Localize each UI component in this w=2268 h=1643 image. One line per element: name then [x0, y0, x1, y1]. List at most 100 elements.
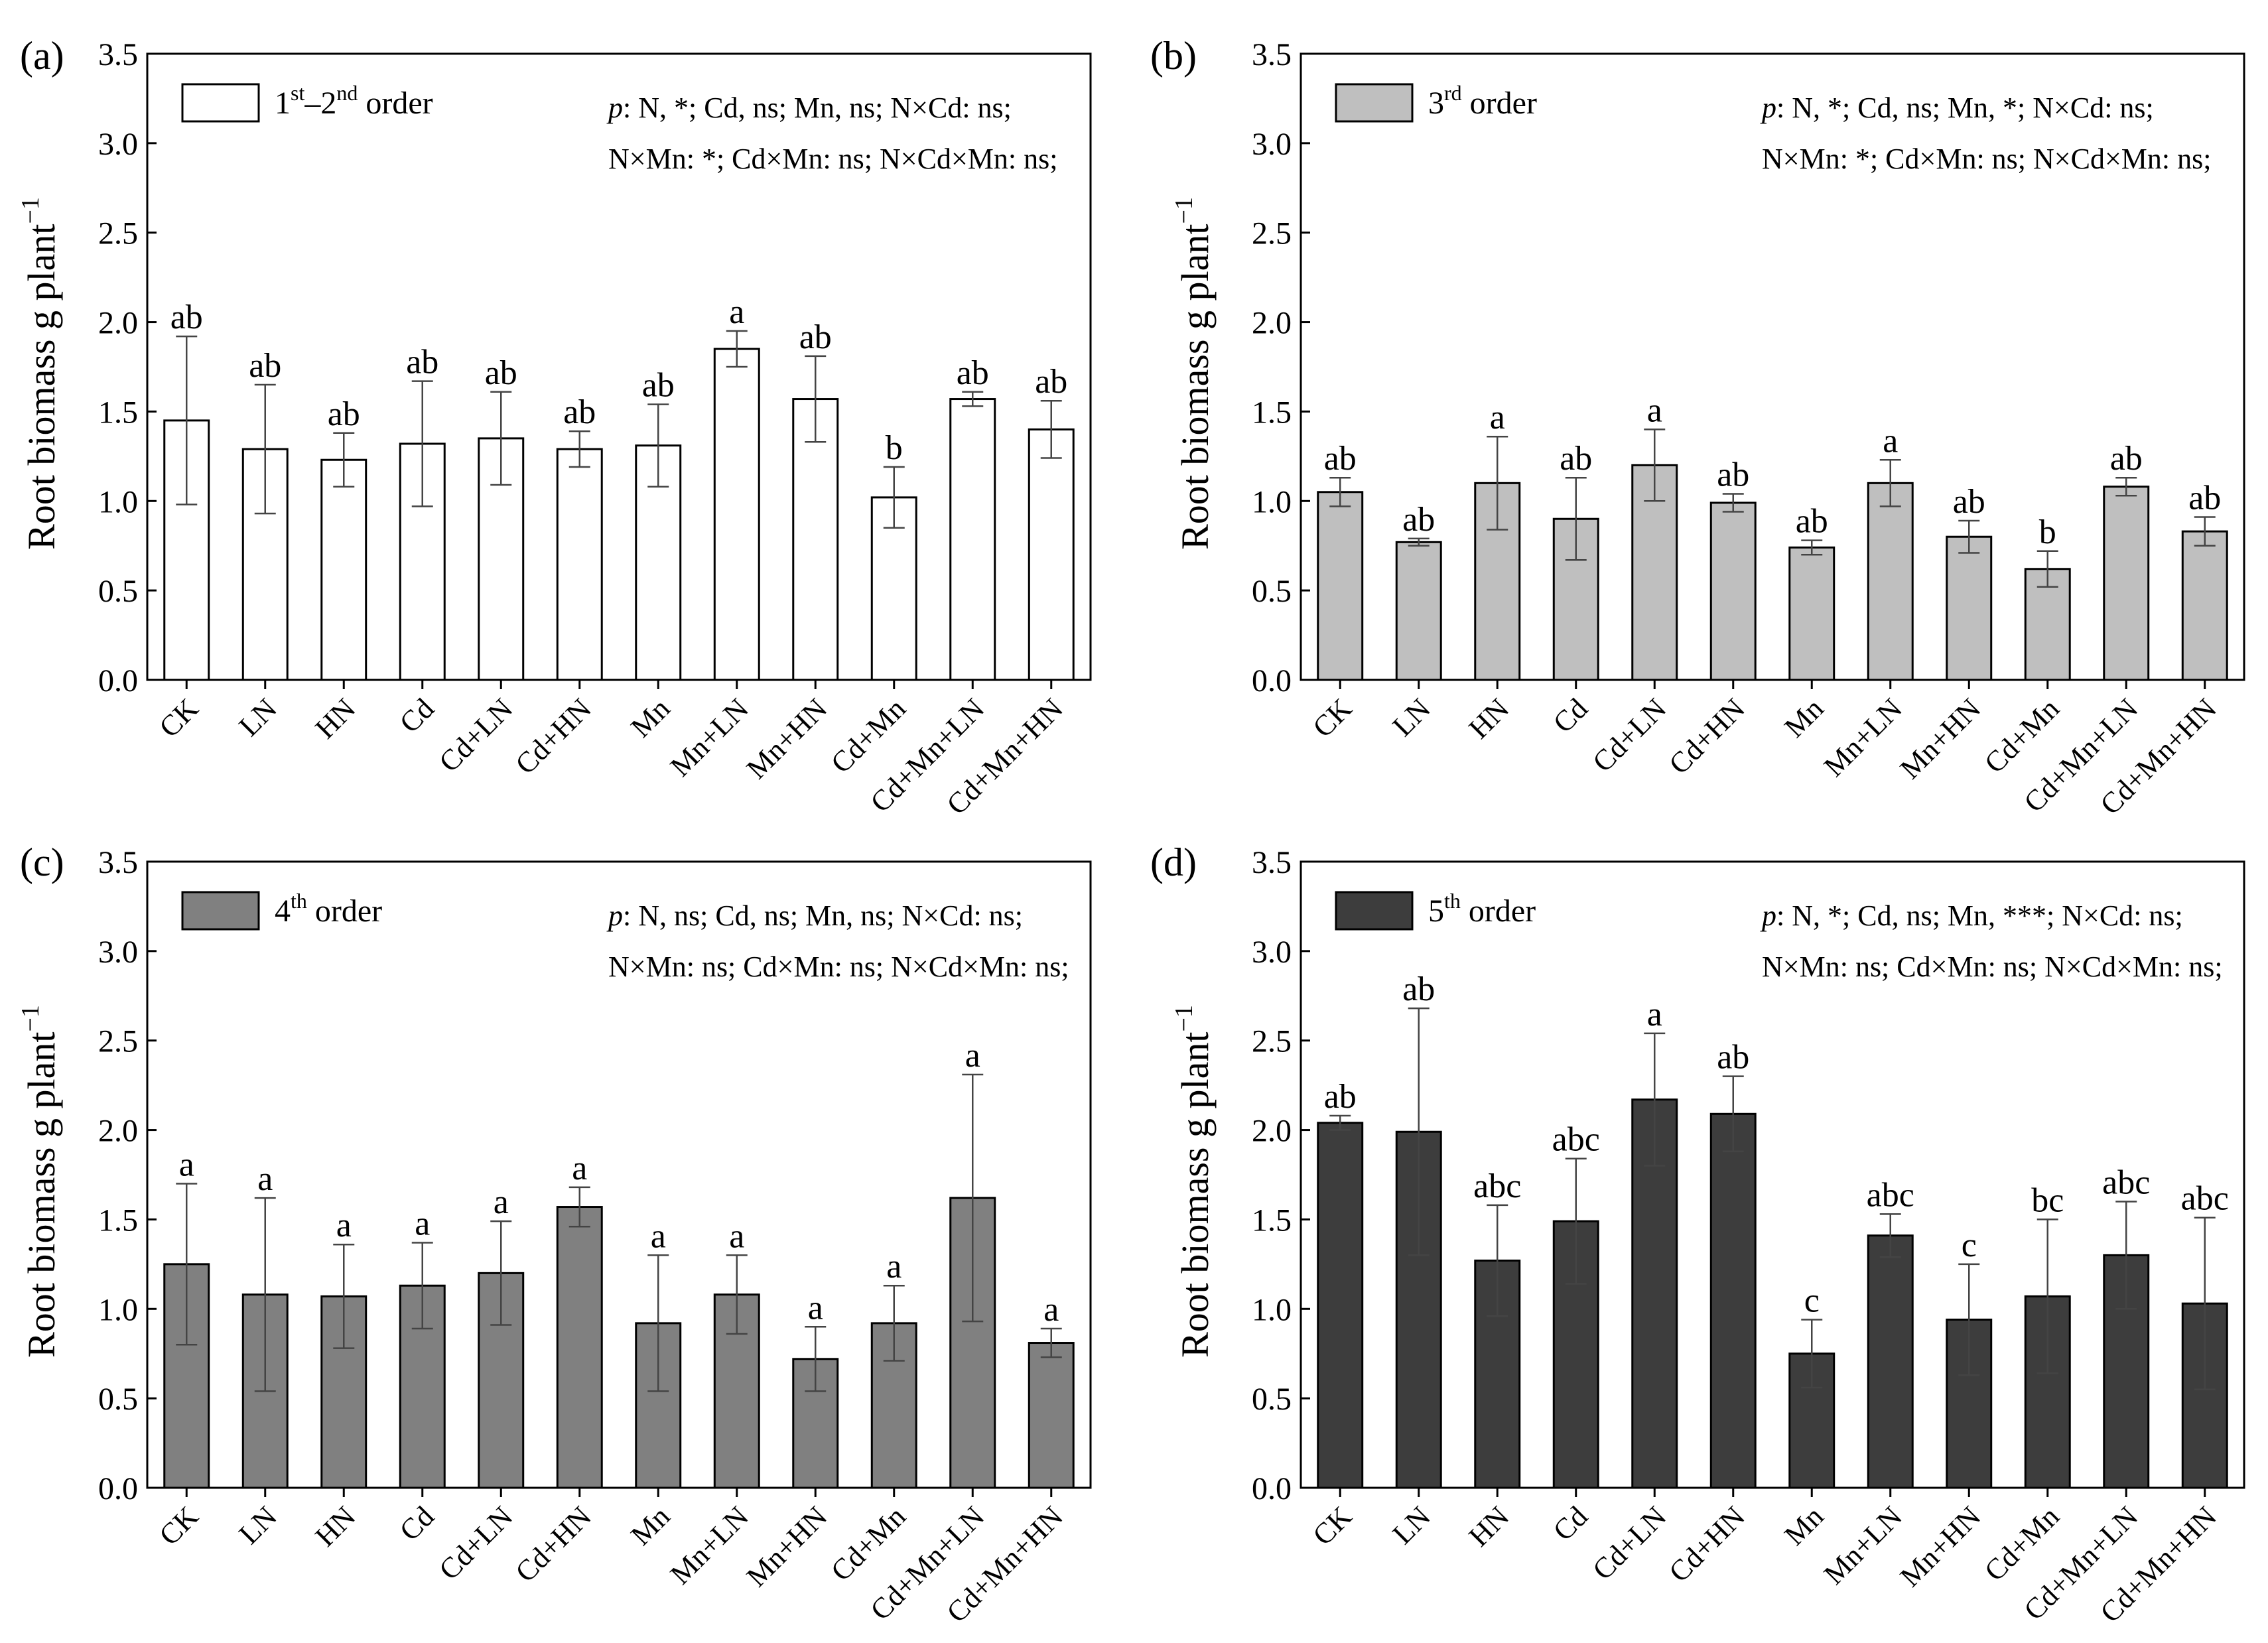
x-tick-label: Mn+HN: [740, 1500, 833, 1593]
error-bar: [2194, 1216, 2216, 1390]
error-bar: [883, 466, 905, 529]
error-bar: [805, 1326, 827, 1392]
y-tick-label: 3.0: [98, 127, 138, 162]
significance-letter: ab: [1402, 501, 1435, 539]
bar: [949, 398, 996, 681]
y-tick-label: 2.0: [98, 1114, 138, 1149]
y-axis-title-sup: −1: [1170, 1005, 1198, 1031]
significance-letter: ab: [1035, 363, 1067, 401]
significance-letter: a: [651, 1217, 666, 1255]
x-tick-label: Cd+HN: [509, 1500, 597, 1588]
significance-letter: ab: [485, 354, 517, 392]
x-tick-label: CK: [1306, 692, 1358, 744]
legend-label-sup: st: [291, 81, 304, 105]
y-tick-label: 1.5: [1252, 395, 1292, 430]
y-tick-label: 3.0: [1252, 127, 1292, 162]
stats-annotation-line1: p: N, *; Cd, ns; Mn, ***; N×Cd: ns;: [1760, 899, 2183, 932]
significance-letter: ab: [406, 344, 438, 381]
bar: [556, 448, 603, 681]
bar: [1028, 428, 1075, 681]
y-tick-label: 3.5: [1252, 845, 1292, 880]
y-tick-label: 2.5: [98, 216, 138, 251]
error-bar: [1565, 476, 1587, 561]
error-bar: [1487, 435, 1508, 531]
y-tick-label: 2.0: [98, 306, 138, 341]
error-bar: [1722, 493, 1744, 513]
error-bar: [647, 403, 669, 488]
x-tick-label: LN: [1386, 1500, 1437, 1550]
x-tick-label: Mn+LN: [664, 692, 755, 783]
stats-p-label: p: [606, 899, 623, 932]
x-tick-label: LN: [233, 1500, 283, 1550]
significance-letter: c: [1962, 1226, 1977, 1264]
y-tick-label: 3.5: [98, 37, 138, 72]
significance-letter: ab: [328, 395, 360, 433]
x-tick-label: Cd: [393, 1500, 440, 1547]
significance-letter: ab: [1717, 456, 1749, 493]
error-bar: [411, 380, 433, 507]
panel-tag: (d): [1150, 840, 1197, 884]
legend-swatch: [181, 891, 260, 931]
stats-annotation-line2: N×Mn: *; Cd×Mn: ns; N×Cd×Mn: ns;: [608, 143, 1057, 175]
error-bar: [254, 1197, 276, 1392]
bar: [2103, 486, 2150, 681]
y-tick-label: 1.0: [1252, 1292, 1292, 1327]
y-tick-label: 3.5: [1252, 37, 1292, 72]
significance-letter: a: [808, 1289, 823, 1327]
significance-letter: a: [729, 1217, 744, 1255]
bar: [1395, 541, 1442, 681]
error-bar: [568, 1186, 590, 1228]
bar: [1028, 1342, 1075, 1489]
x-tick-label: Cd: [1547, 692, 1594, 739]
axes-frame: [1300, 52, 2245, 681]
legend-label-sup: nd: [336, 81, 358, 105]
significance-letter: a: [965, 1037, 980, 1075]
bar: [1946, 1318, 1993, 1489]
y-tick-label: 3.5: [98, 845, 138, 880]
error-bar: [411, 1242, 433, 1330]
x-tick-label: Cd+LN: [433, 692, 519, 778]
y-axis-title-main: Root biomass g plant: [20, 224, 63, 550]
legend-label-tail: order: [358, 86, 433, 121]
x-tick-label: Mn+LN: [1818, 692, 1908, 783]
y-tick-label: 1.0: [98, 484, 138, 519]
stats-line1-text: : N, *; Cd, ns; Mn, ns; N×Cd: ns;: [623, 92, 1012, 124]
bar: [320, 458, 367, 681]
panel-a: (a) ab ab ab ab ab ab ab a ab b ab ab 0.0 0.5 1.0 1.5 2.0…: [17, 34, 1092, 821]
error-bar: [2194, 516, 2216, 547]
legend-swatch: [1335, 83, 1414, 123]
legend-label-mid: –2: [304, 86, 336, 121]
significance-letter: a: [572, 1150, 587, 1187]
y-tick-label: 3.0: [98, 935, 138, 970]
bar: [1709, 501, 1757, 681]
significance-letter: ab: [1402, 970, 1435, 1008]
y-tick-label: 1.0: [1252, 484, 1292, 519]
significance-letter: a: [494, 1183, 509, 1221]
stats-line1-text: : N, *; Cd, ns; Mn, *; N×Cd: ns;: [1776, 92, 2154, 124]
error-bar: [647, 1254, 669, 1392]
error-bar: [1329, 476, 1351, 507]
x-tick-label: HN: [309, 692, 362, 745]
x-tick-label: Cd+LN: [1586, 692, 1672, 778]
y-axis-title: Root biomass g plant−1: [17, 1005, 63, 1358]
error-bar: [490, 1220, 512, 1326]
x-tick-label: Mn+LN: [664, 1500, 755, 1591]
panel-b: (b) ab ab a ab a ab ab a ab b ab ab 0.0 0.5 1.0 1.5 2.0 2.…: [1150, 34, 2245, 821]
significance-letter: ab: [642, 367, 675, 405]
legend-label: 5th order: [1428, 889, 1536, 929]
significance-letter: ab: [1324, 1078, 1357, 1116]
significance-letter: a: [336, 1207, 352, 1244]
significance-letter: b: [2039, 513, 2056, 551]
significance-letter: ab: [2188, 480, 2221, 517]
x-tick-label: Cd: [1547, 1500, 1594, 1547]
x-tick-label: Cd+HN: [1662, 692, 1751, 780]
error-bar: [1040, 399, 1062, 459]
y-axis-title-main: Root biomass g plant: [20, 1032, 63, 1358]
stats-annotation-line2: N×Mn: ns; Cd×Mn: ns; N×Cd×Mn: ns;: [1762, 951, 2223, 983]
bar: [1946, 535, 1993, 681]
stats-line1-text: : N, ns; Cd, ns; Mn, ns; N×Cd: ns;: [623, 899, 1023, 932]
significance-letter: ab: [1796, 503, 1828, 541]
x-tick-label: HN: [1463, 1500, 1516, 1553]
legend-swatch: [1335, 891, 1414, 931]
